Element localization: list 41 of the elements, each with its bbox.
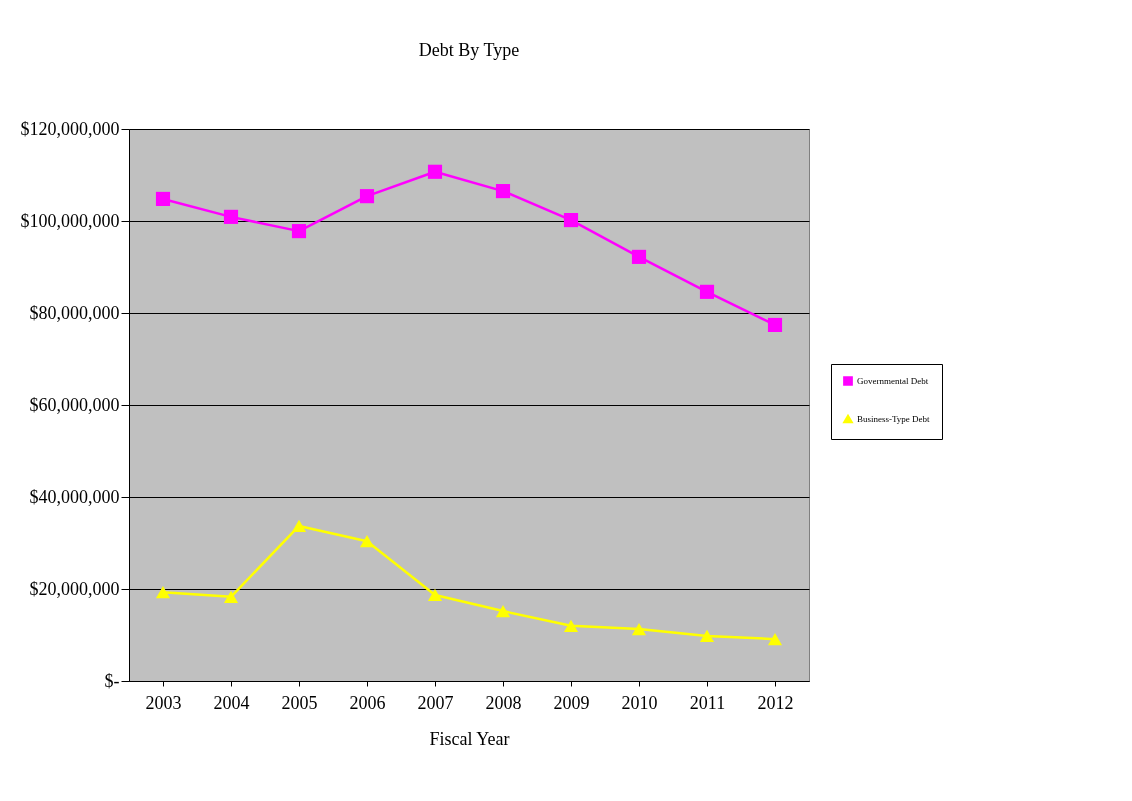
- point: [359, 535, 375, 548]
- point: [699, 629, 715, 643]
- point: [699, 284, 715, 299]
- point: [223, 209, 239, 224]
- point: [631, 622, 647, 636]
- legend-label: Governmental Debt: [857, 376, 929, 386]
- x-tick-label: 2010: [621, 692, 658, 713]
- point: [427, 164, 443, 179]
- x-tick-label: 2008: [485, 692, 522, 713]
- y-tick-label: $80,000,000: [29, 302, 120, 323]
- point: [767, 633, 783, 646]
- point: [563, 213, 579, 228]
- point: [359, 189, 375, 204]
- x-tick-label: 2011: [689, 692, 726, 713]
- point: [495, 184, 511, 199]
- y-tick-label: $120,000,000: [20, 118, 120, 139]
- point: [155, 586, 171, 599]
- y-tick-label: $-: [104, 670, 120, 691]
- x-tick-label: 2006: [349, 692, 386, 713]
- y-tick-label: $60,000,000: [29, 394, 120, 415]
- x-axis-title: Fiscal Year: [429, 728, 510, 749]
- chart-title: Debt By Type: [418, 40, 520, 60]
- point: [223, 590, 239, 603]
- y-tick-label: $100,000,000: [20, 210, 120, 231]
- point: [155, 191, 171, 206]
- x-tick-label: 2012: [757, 692, 794, 713]
- x-tick-label: 2003: [145, 692, 182, 713]
- point: [767, 317, 783, 333]
- x-tick-label: 2005: [281, 692, 318, 713]
- point: [291, 224, 307, 239]
- legend-label: Business-Type Debt: [857, 414, 931, 424]
- point: [427, 588, 443, 602]
- x-tick-label: 2007: [417, 692, 454, 713]
- y-tick-label: $20,000,000: [29, 578, 120, 599]
- point: [495, 604, 511, 618]
- point: [631, 249, 647, 264]
- x-tick-label: 2009: [553, 692, 590, 713]
- y-tick-label: $40,000,000: [29, 486, 120, 507]
- point: [291, 519, 307, 533]
- x-tick-label: 2004: [213, 692, 250, 713]
- point: [563, 619, 579, 632]
